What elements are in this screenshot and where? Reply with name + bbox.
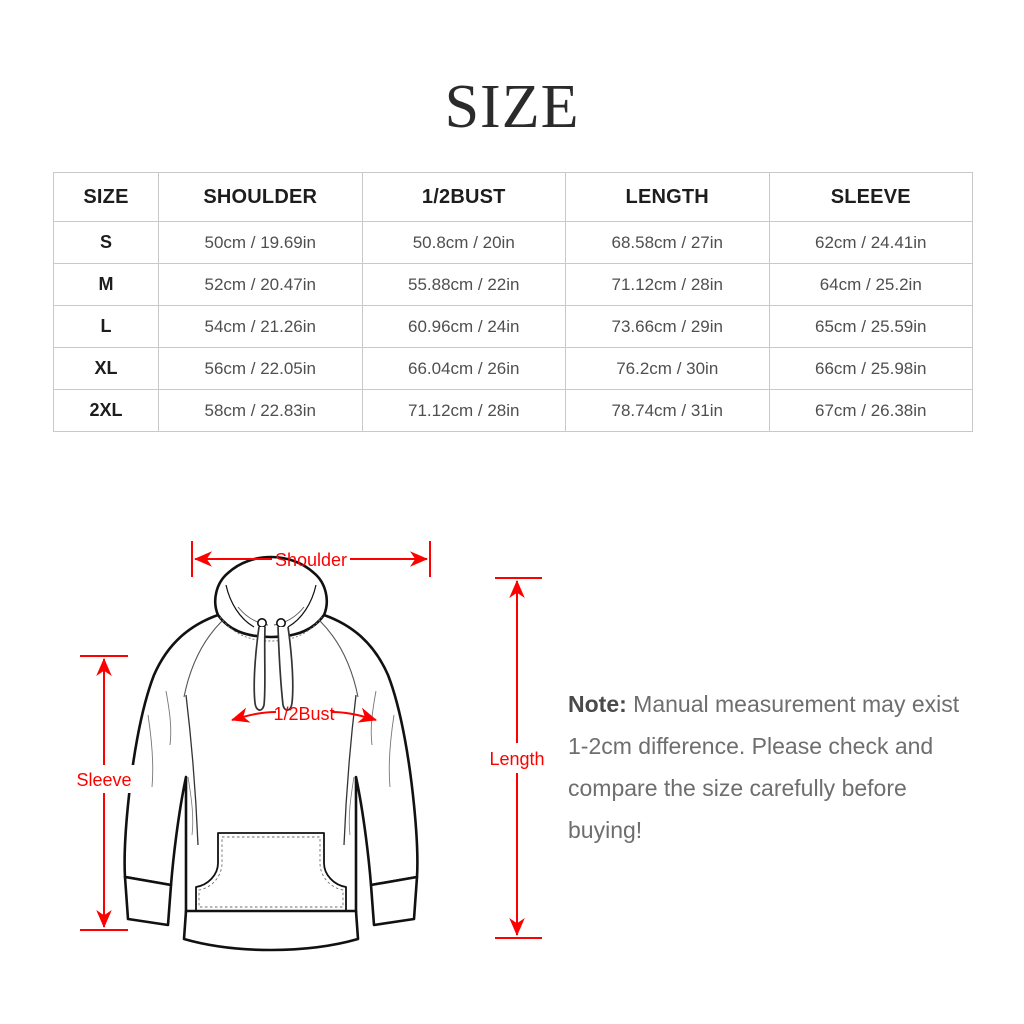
cell-length: 76.2cm / 30in (565, 347, 770, 390)
cell-shoulder: 54cm / 21.26in (158, 305, 363, 348)
cuff-right (369, 875, 419, 927)
column-header-sleeve: SLEEVE (768, 172, 973, 222)
drawstring-left (253, 626, 266, 711)
cell-bust: 66.04cm / 26in (361, 347, 566, 390)
cell-shoulder: 52cm / 20.47in (158, 263, 363, 306)
table-header-row: SIZE SHOULDER 1/2BUST LENGTH SLEEVE (53, 172, 973, 222)
table-row: XL 56cm / 22.05in 66.04cm / 26in 76.2cm … (53, 347, 973, 390)
cell-shoulder: 50cm / 19.69in (158, 221, 363, 264)
table-row: M 52cm / 20.47in 55.88cm / 22in 71.12cm … (53, 263, 973, 306)
cell-size: S (53, 221, 159, 264)
cell-sleeve: 66cm / 25.98in (768, 347, 973, 390)
cell-sleeve: 64cm / 25.2in (768, 263, 973, 306)
column-header-shoulder: SHOULDER (158, 172, 363, 222)
hem-band (182, 909, 360, 952)
note-label: Note: (568, 691, 627, 717)
cell-bust: 50.8cm / 20in (361, 221, 566, 264)
cell-sleeve: 67cm / 26.38in (768, 389, 973, 432)
cuff-left (123, 875, 173, 927)
measure-length: Length (489, 577, 545, 939)
cell-shoulder: 56cm / 22.05in (158, 347, 363, 390)
size-chart-table: SIZE SHOULDER 1/2BUST LENGTH SLEEVE S 50… (53, 172, 973, 432)
drawstring-right (277, 626, 294, 711)
column-header-length: LENGTH (565, 172, 770, 222)
measure-label-sleeve: Sleeve (76, 770, 131, 790)
cell-bust: 55.88cm / 22in (361, 263, 566, 306)
page-title: SIZE (444, 73, 580, 141)
cell-length: 68.58cm / 27in (565, 221, 770, 264)
measure-label-length: Length (489, 749, 544, 769)
hood-seam-stitch (219, 616, 323, 642)
measure-shoulder: Shoulder (191, 541, 431, 577)
measure-bust: 1/2Bust (231, 704, 377, 724)
eyelet-left (257, 618, 268, 629)
cell-length: 78.74cm / 31in (565, 389, 770, 432)
cell-length: 73.66cm / 29in (565, 305, 770, 348)
measure-label-shoulder: Shoulder (275, 550, 347, 570)
measure-sleeve: Sleeve (62, 655, 148, 931)
pocket-stitching (198, 836, 344, 908)
measurement-note: Note: Manual measurement may exist 1-2cm… (568, 683, 968, 851)
table-row: 2XL 58cm / 22.83in 71.12cm / 28in 78.74c… (53, 389, 973, 432)
column-header-size: SIZE (53, 172, 159, 222)
eyelet-right (276, 618, 287, 629)
hoodie-measurement-diagram: Shoulder 1/2Bust Length Sleeve (40, 515, 580, 975)
hood-outline (214, 555, 328, 639)
cell-length: 71.12cm / 28in (565, 263, 770, 306)
table-row: S 50cm / 19.69in 50.8cm / 20in 68.58cm /… (53, 221, 973, 264)
kangaroo-pocket (195, 832, 347, 912)
cell-size: 2XL (53, 389, 159, 432)
measure-label-bust: 1/2Bust (273, 704, 334, 724)
cell-size: M (53, 263, 159, 306)
hoodie-illustration (123, 555, 419, 952)
cell-sleeve: 65cm / 25.59in (768, 305, 973, 348)
cell-size: XL (53, 347, 159, 390)
table-row: L 54cm / 21.26in 60.96cm / 24in 73.66cm … (53, 305, 973, 348)
column-header-bust: 1/2BUST (361, 172, 566, 222)
cell-bust: 60.96cm / 24in (361, 305, 566, 348)
raglan-seam-left (183, 620, 223, 698)
cell-bust: 71.12cm / 28in (361, 389, 566, 432)
cell-sleeve: 62cm / 24.41in (768, 221, 973, 264)
note-text: Manual measurement may exist 1-2cm diffe… (568, 691, 960, 843)
cell-size: L (53, 305, 159, 348)
raglan-seam-right (319, 620, 359, 698)
cell-shoulder: 58cm / 22.83in (158, 389, 363, 432)
